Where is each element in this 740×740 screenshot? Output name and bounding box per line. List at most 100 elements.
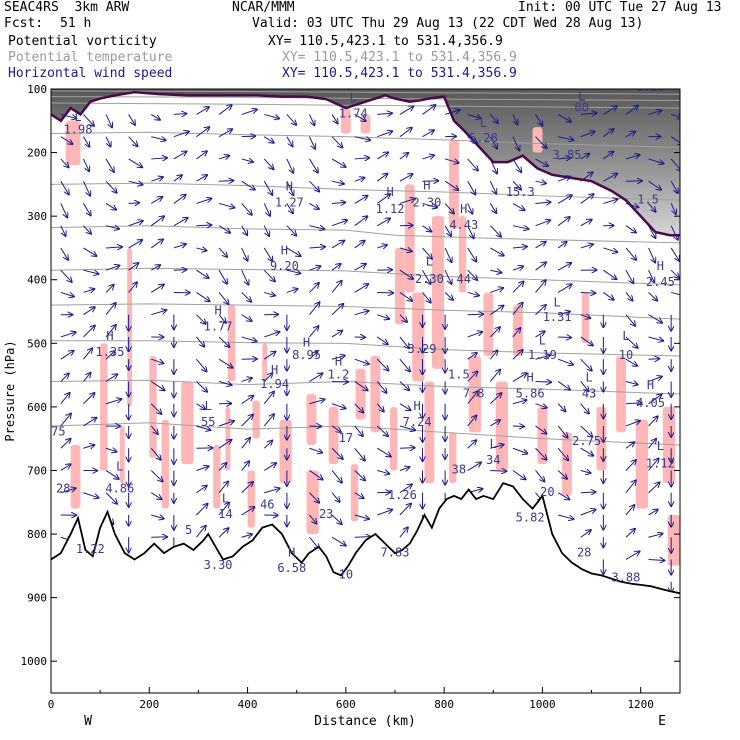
wind-vector bbox=[128, 158, 143, 167]
wind-vector bbox=[557, 311, 570, 314]
y-tick-label: 800 bbox=[27, 528, 47, 541]
pv-patch bbox=[181, 381, 194, 465]
wind-vector bbox=[354, 425, 363, 436]
wind-vector bbox=[331, 158, 345, 167]
wind-vector bbox=[196, 199, 211, 204]
field-name-pv: Potential vorticity bbox=[8, 34, 157, 49]
wind-vector bbox=[648, 510, 658, 516]
wind-vector bbox=[489, 327, 500, 338]
value-label: 1.12 bbox=[646, 456, 675, 470]
wind-vector bbox=[331, 403, 345, 409]
wind-vector bbox=[173, 175, 182, 182]
wind-vector bbox=[218, 129, 232, 138]
wind-vector bbox=[286, 136, 293, 147]
wind-vector bbox=[241, 180, 255, 189]
pv-patch bbox=[483, 292, 494, 357]
x-tick-label: 200 bbox=[139, 698, 159, 711]
wind-vector bbox=[150, 381, 164, 390]
wind-vector bbox=[467, 203, 473, 213]
wind-vector bbox=[83, 307, 94, 316]
wind-vector bbox=[241, 269, 249, 284]
wind-vector bbox=[489, 225, 501, 237]
wind-vector bbox=[150, 403, 161, 414]
wind-vector bbox=[467, 391, 478, 405]
wind-vector bbox=[535, 242, 546, 249]
wind-vector bbox=[422, 155, 434, 159]
x-end-label-east: E bbox=[658, 714, 666, 729]
value-label: 1.94 bbox=[260, 377, 289, 391]
wind-vector bbox=[377, 314, 389, 319]
plot-frame bbox=[50, 88, 681, 694]
wind-vector bbox=[490, 420, 500, 427]
wind-vector bbox=[422, 247, 432, 259]
wind-vector bbox=[399, 425, 415, 430]
wind-vector bbox=[60, 291, 74, 296]
wind-vector bbox=[557, 242, 566, 249]
wind-vector bbox=[535, 425, 547, 434]
wind-vector bbox=[286, 270, 300, 273]
wind-vector bbox=[105, 399, 121, 405]
wind-vector bbox=[535, 136, 547, 148]
wind-vector bbox=[83, 418, 96, 427]
wind-vector bbox=[309, 373, 322, 382]
wind-vector bbox=[309, 326, 318, 338]
wind-vector bbox=[105, 303, 116, 316]
wind-vector bbox=[625, 551, 640, 560]
wind-vector bbox=[512, 470, 526, 479]
pv-patch bbox=[127, 247, 133, 407]
wind-vector bbox=[648, 394, 662, 405]
wind-vector bbox=[331, 304, 343, 316]
valid-time: Valid: 03 UTC Thu 29 Aug 13 (22 CDT Wed … bbox=[252, 16, 644, 31]
wind-vector bbox=[150, 216, 164, 227]
wind-vector bbox=[512, 328, 520, 338]
x-tick-label: 1200 bbox=[627, 698, 654, 711]
wind-vector bbox=[309, 470, 322, 479]
wind-vector bbox=[309, 352, 317, 360]
wind-vector bbox=[83, 114, 93, 125]
wind-vector bbox=[331, 425, 341, 432]
value-label: 1.27 bbox=[275, 196, 304, 210]
wind-vector bbox=[196, 358, 206, 371]
wind-vector bbox=[286, 158, 293, 173]
wind-vector bbox=[263, 158, 273, 169]
extremum-marker: H bbox=[647, 378, 654, 392]
wind-vector bbox=[489, 203, 496, 213]
wind-vector bbox=[331, 114, 338, 123]
pv-contour-line bbox=[51, 90, 680, 237]
wind-vector bbox=[580, 447, 593, 455]
wind-vector bbox=[128, 282, 137, 293]
wind-vector bbox=[286, 289, 298, 293]
wind-vector bbox=[263, 225, 269, 236]
wind-vector bbox=[331, 331, 342, 338]
wind-vector bbox=[264, 332, 279, 338]
wind-vector bbox=[219, 181, 233, 182]
value-label: 3.30 bbox=[204, 558, 233, 572]
wind-vector bbox=[467, 292, 479, 295]
wind-vector bbox=[218, 247, 227, 257]
wind-vector bbox=[354, 358, 369, 364]
field-name-theta: Potential temperature bbox=[8, 50, 173, 65]
value-label: 23 bbox=[319, 507, 333, 521]
pv-patch bbox=[306, 470, 319, 535]
wind-vector bbox=[218, 421, 234, 427]
wind-vector bbox=[467, 269, 477, 280]
value-label: 17 bbox=[339, 431, 353, 445]
wind-vector bbox=[196, 466, 208, 471]
wind-vector bbox=[580, 172, 593, 182]
wind-vector bbox=[241, 203, 252, 214]
wind-vector bbox=[444, 203, 454, 213]
wind-vector bbox=[309, 158, 317, 173]
value-label: 7.83 bbox=[381, 545, 410, 559]
wind-vector bbox=[377, 218, 390, 227]
wind-vector bbox=[218, 358, 232, 368]
wind-vector bbox=[625, 269, 633, 283]
wind-vector bbox=[558, 337, 571, 338]
wind-vector bbox=[241, 415, 253, 427]
theta-isoline bbox=[51, 182, 680, 201]
wind-vector bbox=[354, 470, 365, 480]
wind-vector bbox=[603, 152, 613, 160]
wind-vector bbox=[512, 158, 521, 172]
wind-vector bbox=[309, 514, 316, 524]
wind-vector bbox=[444, 247, 451, 262]
wind-vector bbox=[331, 181, 344, 184]
